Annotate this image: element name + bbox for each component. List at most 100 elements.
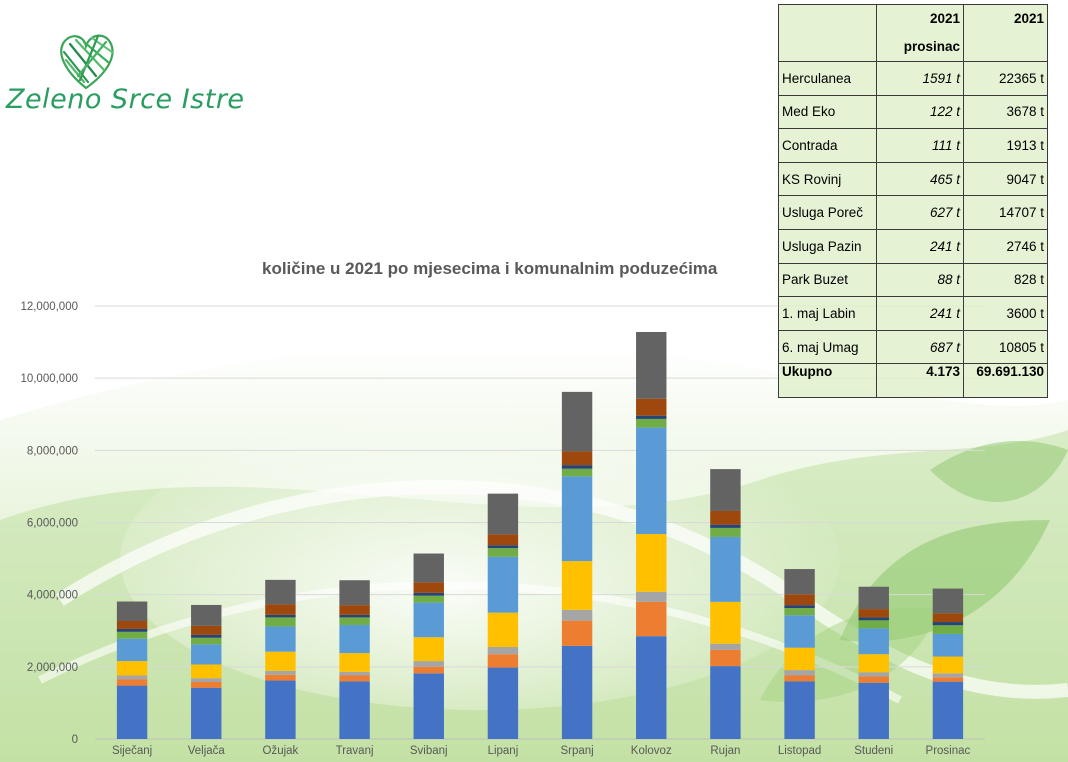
- bar-segment: [636, 636, 667, 739]
- bar-segment: [710, 510, 741, 525]
- bar-segment: [710, 524, 741, 528]
- bar-segment: [191, 664, 222, 679]
- total-year-value: 69.691.130: [963, 363, 1048, 398]
- x-tick-label: Srpanj: [560, 745, 593, 757]
- bar-segment: [265, 670, 296, 675]
- table-row: KS Rovinj 465 t 9047 t: [778, 161, 1048, 197]
- year-value: 9047 t: [963, 161, 1048, 197]
- bar-segment: [265, 674, 296, 681]
- bar-segment: [413, 661, 444, 667]
- bar-segment: [561, 645, 593, 739]
- bar-segment: [561, 620, 593, 646]
- total-december-value: 4.173: [876, 363, 964, 398]
- bar-segment: [116, 628, 148, 632]
- bar-segment: [339, 681, 370, 739]
- x-tick-label: Studeni: [854, 745, 893, 757]
- x-tick-label: Listopad: [778, 745, 821, 757]
- december-value: 88 t: [876, 262, 964, 298]
- heart-scribble-icon: [60, 34, 114, 90]
- company-name: 6. maj Umag: [778, 329, 877, 365]
- year-value: 22365 t: [963, 61, 1048, 96]
- bar-segment: [710, 469, 741, 511]
- year-value: 3678 t: [963, 94, 1048, 130]
- bar-segment: [265, 617, 296, 627]
- bar-segment: [116, 685, 148, 739]
- bar-segment: [784, 615, 815, 648]
- chart-title: količine u 2021 po mjesecima i komunalni…: [262, 259, 718, 278]
- year-value: 14707 t: [963, 195, 1048, 230]
- table-row: Usluga Pazin 241 t 2746 t: [778, 228, 1048, 264]
- bar-segment: [339, 671, 370, 676]
- bar-segment: [858, 617, 889, 621]
- bar-segment: [265, 604, 296, 615]
- y-tick-label: 6,000,000: [27, 518, 78, 530]
- bar-segment: [265, 651, 296, 671]
- bar-segment: [784, 670, 815, 676]
- bar-segment: [116, 601, 148, 622]
- bar-segment: [116, 638, 148, 662]
- table-row: Park Buzet 88 t 828 t: [778, 262, 1048, 298]
- bar-segment: [265, 680, 296, 739]
- bar-segment: [413, 553, 444, 583]
- bar-segment: [116, 661, 148, 676]
- bar-segment: [413, 602, 444, 638]
- bar-segment: [932, 673, 964, 678]
- y-tick-label: 8,000,000: [27, 445, 78, 457]
- bar-segment: [932, 681, 964, 739]
- bar-segment: [636, 591, 667, 602]
- bar-segment: [487, 612, 519, 647]
- bar-segment: [636, 398, 667, 416]
- company-name: 1. maj Labin: [778, 296, 877, 331]
- x-tick-label: Ožujak: [263, 745, 299, 757]
- company-name: Usluga Pazin: [778, 228, 877, 264]
- bar-segment: [191, 644, 222, 665]
- bar-segment: [561, 476, 593, 562]
- december-value: 241 t: [876, 296, 964, 331]
- bar-segment: [636, 415, 667, 419]
- bar-segment: [487, 556, 519, 613]
- bar-segment: [487, 493, 519, 535]
- table-header-row: 2021 prosinac 2021: [778, 4, 1048, 62]
- bar-segment: [265, 614, 296, 618]
- bar-segment: [710, 666, 741, 739]
- tonnage-table: 2021 prosinac 2021 Herculanea 1591 t 2236…: [778, 4, 1048, 398]
- bar-segment: [191, 637, 222, 645]
- logo-text: Zeleno Srce Istre: [6, 84, 245, 115]
- company-name: Park Buzet: [778, 262, 877, 298]
- bar-segment: [487, 548, 519, 557]
- bar-segment: [784, 569, 815, 595]
- table-row: 1. maj Labin 241 t 3600 t: [778, 296, 1048, 331]
- bar-segment: [339, 624, 370, 654]
- y-tick-label: 10,000,000: [20, 373, 78, 385]
- y-tick-label: 2,000,000: [27, 662, 78, 674]
- bar-segment: [413, 637, 444, 662]
- bar-segment: [191, 687, 222, 739]
- bar-segment: [710, 536, 741, 602]
- table-row: 6. maj Umag 687 t 10805 t: [778, 329, 1048, 365]
- table-row: Usluga Poreč 627 t 14707 t: [778, 195, 1048, 230]
- bar-segment: [191, 678, 222, 682]
- company-name: Herculanea: [778, 61, 877, 96]
- company-name: Contrada: [778, 128, 877, 163]
- december-value: 687 t: [876, 329, 964, 365]
- bar-segment: [932, 622, 964, 626]
- bar-segment: [636, 601, 667, 637]
- bar-segment: [932, 656, 964, 674]
- x-tick-label: Svibanj: [410, 745, 448, 757]
- bar-segment: [784, 608, 815, 616]
- bar-segment: [636, 418, 667, 428]
- bar-segment: [339, 605, 370, 615]
- bar-segment: [636, 534, 667, 592]
- x-tick-label: Kolovoz: [631, 745, 672, 757]
- bar-segment: [487, 646, 519, 655]
- bar-segment: [858, 609, 889, 618]
- x-tick-label: Siječanj: [112, 745, 152, 757]
- bar-segment: [858, 586, 889, 610]
- year-value: 828 t: [963, 262, 1048, 298]
- table-header-december: 2021 prosinac: [876, 4, 964, 62]
- year-value: 3600 t: [963, 296, 1048, 331]
- bar-segment: [710, 527, 741, 537]
- bar-segment: [339, 617, 370, 625]
- table-header-year: 2021: [963, 4, 1048, 62]
